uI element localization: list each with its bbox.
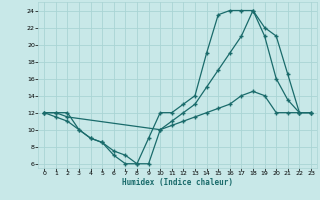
X-axis label: Humidex (Indice chaleur): Humidex (Indice chaleur) — [122, 178, 233, 187]
